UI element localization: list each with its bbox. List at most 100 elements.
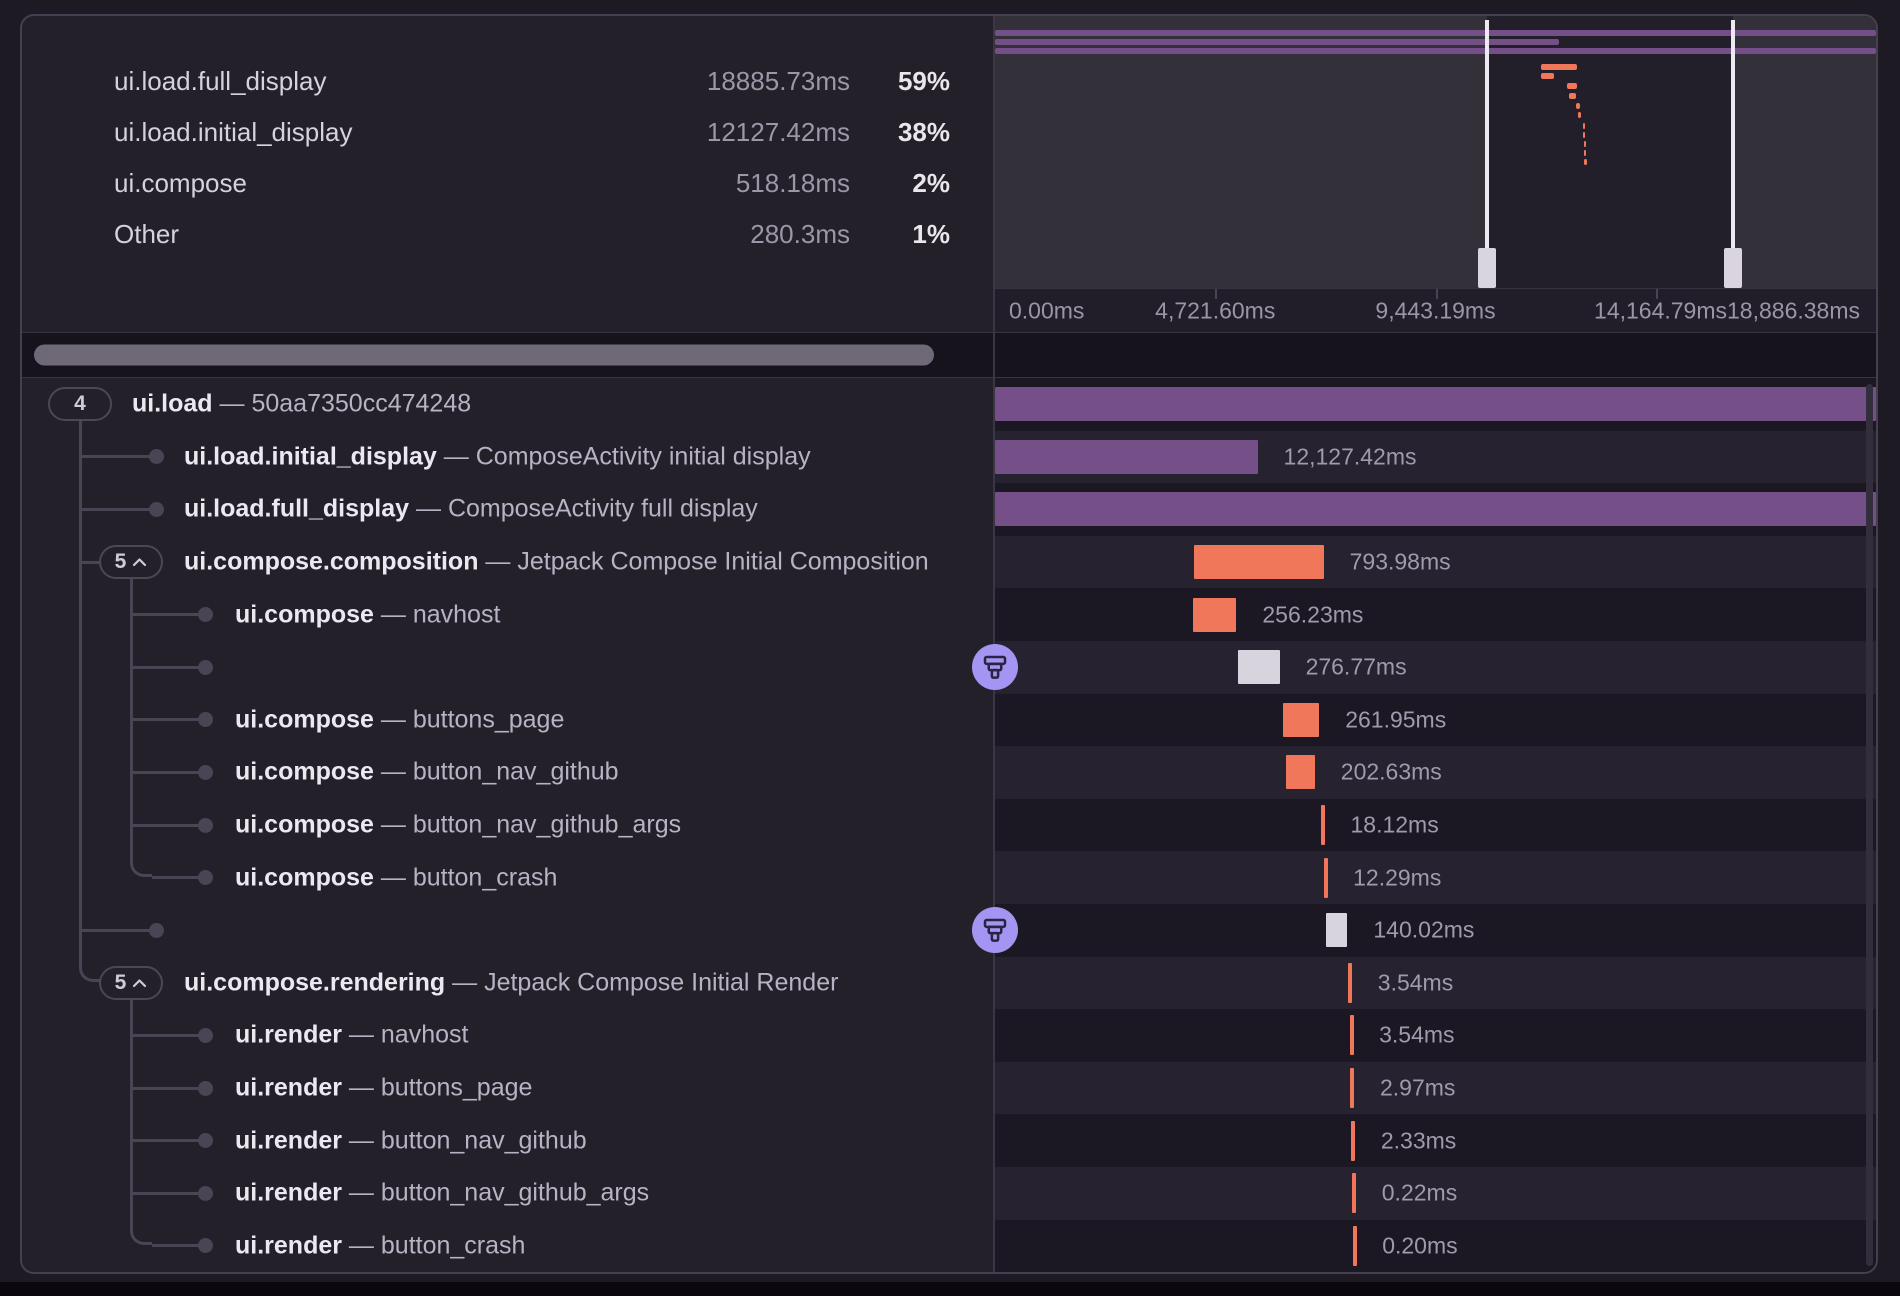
- span-description: button_nav_github_args: [412, 810, 682, 839]
- span-duration-bar[interactable]: [995, 387, 1876, 422]
- span-duration-bar[interactable]: [1238, 650, 1280, 685]
- legend-span-name: ui.load.full_display: [114, 66, 327, 96]
- tree-connector-line: [79, 797, 82, 853]
- tree-connector-branch: [152, 876, 205, 880]
- span-op: ui.load: [132, 389, 213, 418]
- span-label: ui.compose.composition — Jetpack Compose…: [184, 548, 929, 577]
- span-duration-bar[interactable]: [1348, 962, 1353, 1003]
- axis-label-mid: 4,721.60ms: [1155, 297, 1276, 323]
- minimap-span-dash: [1583, 141, 1587, 147]
- tree-row[interactable]: ui.render — button_crash: [22, 1218, 993, 1273]
- span-duration-bar[interactable]: [1320, 805, 1325, 846]
- viewport-handle-left[interactable]: [1477, 20, 1496, 288]
- span-duration-bar[interactable]: [1352, 1225, 1357, 1266]
- waterfall-row[interactable]: [995, 378, 1876, 431]
- legend-span-name: Other: [114, 219, 180, 249]
- span-duration-bar[interactable]: [1349, 1015, 1354, 1056]
- tree-row[interactable]: ui.compose — button_nav_github: [22, 745, 993, 800]
- span-duration-label: 261.95ms: [1345, 706, 1447, 733]
- waterfall-row[interactable]: 3.54ms: [995, 956, 1876, 1010]
- waterfall-row[interactable]: 793.98ms: [995, 535, 1876, 589]
- span-label: ui.compose — navhost: [235, 600, 500, 629]
- span-label: ui.render — buttons_page: [235, 1074, 532, 1103]
- span-op: ui.compose: [235, 757, 374, 786]
- horizontal-scrollbar-track[interactable]: [22, 332, 1876, 378]
- tree-row[interactable]: ui.compose — navhost: [22, 587, 993, 642]
- vertical-scrollbar-thumb[interactable]: [1866, 384, 1873, 1266]
- legend-row: ui.compose 518.18ms 2%: [66, 158, 950, 209]
- span-duration-bar[interactable]: [1326, 913, 1348, 948]
- profile-icon[interactable]: [972, 644, 1018, 691]
- axis-label-end: 18,886.38ms: [1727, 297, 1860, 323]
- span-children-badge[interactable]: 4: [48, 387, 112, 422]
- span-duration-bar[interactable]: [1285, 755, 1315, 790]
- axis-label-end: 14,164.79ms: [1594, 297, 1728, 323]
- span-duration-bar[interactable]: [1351, 1120, 1356, 1161]
- tree-row[interactable]: 5 ui.compose.rendering — Jetpack Compose …: [22, 955, 993, 1011]
- span-duration-bar[interactable]: [1352, 1173, 1357, 1214]
- waterfall-row[interactable]: 12,127.42ms: [995, 430, 1876, 484]
- waterfall-row[interactable]: 0.22ms: [995, 1166, 1876, 1220]
- waterfall-row[interactable]: 3.54ms: [995, 1009, 1876, 1062]
- span-duration-bar[interactable]: [1283, 702, 1320, 737]
- waterfall-row[interactable]: 0.20ms: [995, 1219, 1876, 1272]
- waterfall-row[interactable]: 12.29ms: [995, 851, 1876, 904]
- tree-row[interactable]: [22, 902, 993, 958]
- tree-row[interactable]: ui.load.full_display — ComposeActivity f…: [22, 482, 993, 537]
- axis-label-mid: 9,443.19ms: [1375, 297, 1496, 323]
- tree-node-dot: [148, 922, 164, 938]
- span-duration-label: 0.22ms: [1381, 1179, 1458, 1206]
- minimap-span-bar: [995, 48, 1876, 54]
- tree-node-dot: [197, 1185, 213, 1201]
- waterfall-row[interactable]: [995, 483, 1876, 536]
- tree-connector-line: [79, 639, 82, 695]
- horizontal-scrollbar-thumb[interactable]: [34, 344, 934, 366]
- span-duration-bar[interactable]: [995, 492, 1876, 527]
- tree-row[interactable]: ui.load.initial_display — ComposeActivit…: [22, 429, 993, 485]
- span-duration-bar[interactable]: [995, 439, 1258, 474]
- tree-row[interactable]: 5 ui.compose.composition — Jetpack Compos…: [22, 534, 993, 590]
- tree-row[interactable]: ui.render — buttons_page: [22, 1060, 993, 1116]
- span-separator: —: [445, 968, 485, 997]
- waterfall-row[interactable]: 261.95ms: [995, 693, 1876, 747]
- tree-row[interactable]: ui.compose — buttons_page: [22, 692, 993, 748]
- waterfall-row[interactable]: 140.02ms: [972, 903, 1876, 957]
- tree-connector-branch: [130, 613, 205, 617]
- tree-connector-branch: [130, 1139, 205, 1143]
- tree-node-dot: [197, 659, 213, 675]
- tree-row[interactable]: ui.compose — button_nav_github_args: [22, 797, 993, 853]
- span-separator: —: [341, 1020, 381, 1049]
- tree-connector-elbow: [130, 1218, 152, 1245]
- span-duration-bar[interactable]: [1350, 1068, 1355, 1109]
- span-op: ui.render: [235, 1073, 342, 1102]
- span-duration-bar[interactable]: [1194, 545, 1324, 580]
- waterfall-row[interactable]: 2.33ms: [995, 1114, 1876, 1167]
- span-description: ComposeActivity initial display: [475, 442, 811, 471]
- span-duration-bar[interactable]: [1193, 597, 1237, 632]
- span-children-badge[interactable]: 5: [99, 965, 163, 1000]
- tree-row[interactable]: ui.render — button_nav_github_args: [22, 1165, 993, 1221]
- viewport-handle-right[interactable]: [1724, 20, 1743, 288]
- minimap-span-dash: [1576, 103, 1580, 109]
- span-duration-label: 202.63ms: [1340, 758, 1442, 785]
- minimap-unselected-left: [995, 16, 1487, 288]
- trace-minimap[interactable]: [995, 16, 1876, 288]
- span-separator: —: [341, 1231, 381, 1260]
- tree-row[interactable]: ui.compose — button_crash: [22, 850, 993, 905]
- waterfall-row[interactable]: 202.63ms: [995, 746, 1876, 799]
- tree-row[interactable]: ui.render — button_nav_github: [22, 1113, 993, 1168]
- span-separator: —: [409, 494, 448, 523]
- waterfall-row[interactable]: 18.12ms: [995, 798, 1876, 852]
- span-children-badge[interactable]: 5: [99, 545, 163, 580]
- tree-connector-branch: [130, 718, 205, 722]
- span-duration-bar[interactable]: [1323, 857, 1328, 898]
- waterfall-row[interactable]: 256.23ms: [995, 588, 1876, 641]
- span-op: ui.render: [235, 1020, 342, 1049]
- profile-icon[interactable]: [972, 907, 1018, 954]
- tree-row[interactable]: [22, 639, 993, 695]
- tree-row[interactable]: 4 ui.load — 50aa7350cc474248: [22, 378, 993, 432]
- waterfall-row[interactable]: 276.77ms: [972, 640, 1876, 694]
- waterfall-row[interactable]: 2.97ms: [995, 1061, 1876, 1115]
- tree-row[interactable]: ui.render — navhost: [22, 1008, 993, 1063]
- panel-resize-divider[interactable]: [993, 16, 995, 1272]
